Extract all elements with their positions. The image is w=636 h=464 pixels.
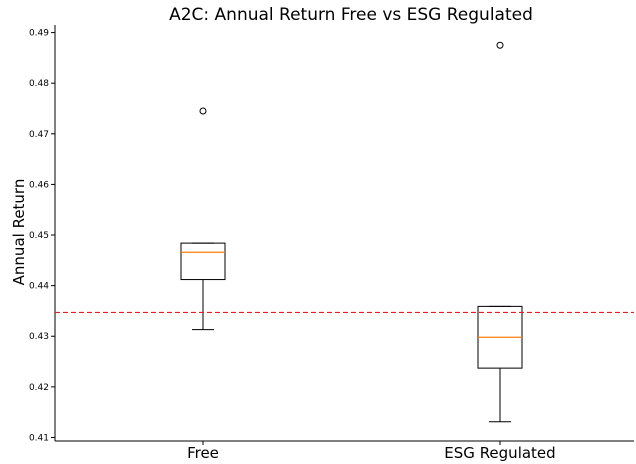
y-tick-label: 0.44 <box>29 282 49 292</box>
chart-title: A2C: Annual Return Free vs ESG Regulated <box>169 5 533 25</box>
x-tick-label: Free <box>187 444 219 462</box>
box-iqr <box>180 242 226 281</box>
y-tick-label: 0.49 <box>29 29 49 39</box>
x-tick-label: ESG Regulated <box>444 444 555 462</box>
y-tick-label: 0.46 <box>29 180 49 190</box>
y-tick-label: 0.42 <box>29 383 49 393</box>
plot-area: 0.41 0.42 0.43 0.44 0.45 0.46 0.47 0.48 0.49 Free… <box>29 25 634 462</box>
y-axis-label: Annual Return <box>10 179 28 286</box>
outlier-point <box>496 41 504 49</box>
outlier-point <box>199 107 207 115</box>
y-tick-label: 0.43 <box>29 332 49 342</box>
y-tick-label: 0.45 <box>29 231 49 241</box>
y-tick-label: 0.41 <box>29 433 49 443</box>
y-tick-label: 0.48 <box>29 79 49 89</box>
y-tick-label: 0.47 <box>29 130 49 140</box>
